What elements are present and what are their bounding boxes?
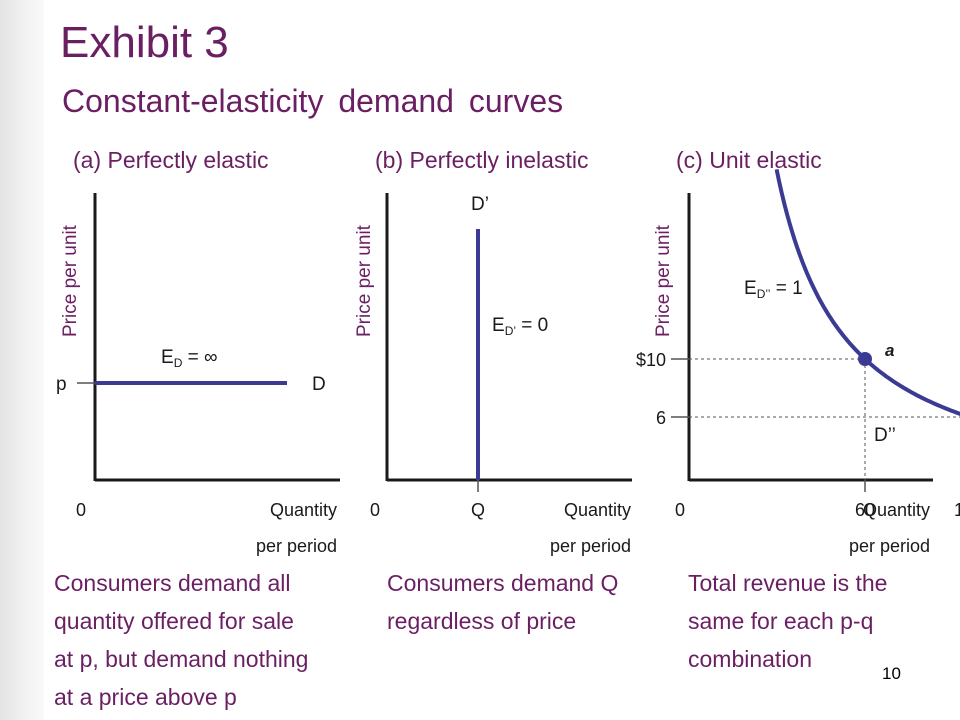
panel-b-curve-label: D’: [471, 194, 489, 215]
panel-b-xlabel-1: Quantity: [564, 500, 631, 520]
panel-c-y-tick-label: $10: [636, 350, 666, 370]
panel-a-xlabel-2: per period: [256, 536, 337, 556]
panel-a-elasticity-label: ED = ∞: [161, 347, 218, 370]
panel-a-title: (a) Perfectly elastic: [73, 147, 269, 173]
panel-a-caption-line: at p, but demand nothing: [54, 646, 309, 672]
panel-a-chart: Price per unit p D ED = ∞ 0 Quantity per…: [56, 193, 340, 556]
panel-c-elasticity-label: ED’’ = 1: [744, 278, 803, 301]
panel-c-xlabel-2: per period: [849, 536, 930, 556]
panel-c-point-label: a: [885, 341, 894, 360]
panel-b-origin: 0: [370, 500, 380, 520]
panel-a-curve-label: D: [312, 374, 326, 395]
slide-subtitle: Constant-elasticity demand curves: [62, 83, 564, 119]
panel-a-xlabel-1: Quantity: [270, 500, 337, 520]
panel-a-caption-line: Consumers demand all: [54, 570, 291, 596]
panel-c-ylabel: Price per unit: [653, 224, 674, 337]
panel-c-caption-line: same for each p-q: [688, 608, 874, 634]
panel-c-caption: Total revenue is the same for each p-q c…: [688, 564, 887, 678]
panel-c-origin: 0: [675, 500, 685, 520]
panel-c-title: (c) Unit elastic: [676, 147, 822, 173]
panel-a-origin: 0: [76, 500, 86, 520]
panel-b-caption-line: regardless of price: [387, 608, 577, 634]
panel-b-title: (b) Perfectly inelastic: [375, 147, 589, 173]
panel-c-x-tick-label: 60: [855, 500, 875, 520]
left-decorative-band: [0, 0, 44, 720]
panel-c-x-tick-label: 100: [954, 500, 960, 520]
panel-b-caption-line: Consumers demand Q: [387, 570, 619, 596]
panel-c-demand-curve: [774, 168, 960, 417]
panel-a-caption-line: at a price above p: [54, 684, 237, 710]
panel-c-curve-label: D’’: [874, 425, 896, 446]
panel-a-caption: Consumers demand all quantity offered fo…: [54, 564, 308, 716]
panel-b-x-tick-label: Q: [471, 500, 485, 520]
panel-c-caption-line: combination: [688, 646, 813, 672]
panel-b-ylabel: Price per unit: [354, 224, 375, 337]
slide-title: Exhibit 3: [60, 18, 229, 67]
panel-c-point-a: [858, 352, 872, 366]
panel-a-caption-line: quantity offered for sale: [54, 608, 294, 634]
panel-c-caption-line: Total revenue is the: [688, 570, 888, 596]
panel-c-xlabel-1: Quantity: [863, 500, 930, 520]
panel-b-xlabel-2: per period: [550, 536, 631, 556]
panel-a-y-tick-label: p: [56, 374, 67, 395]
panel-a-ylabel: Price per unit: [60, 224, 81, 337]
panel-c-chart: Price per unit ED’’ = 1 D’’ 0 Quantity p…: [636, 168, 960, 556]
panel-b-caption: Consumers demand Q regardless of price: [387, 564, 618, 640]
page-number: 10: [882, 664, 901, 683]
panel-b-chart: Price per unit D’ ED’ = 0 0 Q Quantity p…: [354, 193, 632, 556]
panel-c-y-tick-label: 6: [656, 408, 666, 428]
panel-b-elasticity-label: ED’ = 0: [492, 315, 548, 338]
